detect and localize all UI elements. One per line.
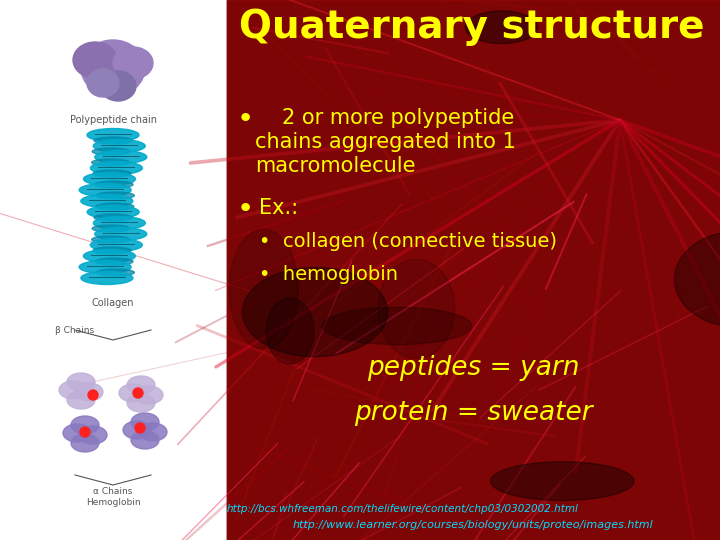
- Ellipse shape: [91, 159, 130, 166]
- Ellipse shape: [95, 181, 133, 188]
- Ellipse shape: [135, 386, 163, 404]
- Ellipse shape: [94, 137, 132, 144]
- Text: 2 or more polypeptide: 2 or more polypeptide: [282, 108, 514, 128]
- Ellipse shape: [73, 42, 117, 78]
- Ellipse shape: [92, 225, 130, 232]
- Bar: [0, 0, 227, 540]
- Ellipse shape: [95, 258, 133, 265]
- Text: peptides = yarn: peptides = yarn: [367, 355, 580, 381]
- Ellipse shape: [123, 421, 151, 439]
- Text: macromolecule: macromolecule: [255, 156, 415, 176]
- Text: •: •: [237, 105, 254, 133]
- Ellipse shape: [119, 384, 147, 402]
- Ellipse shape: [266, 298, 314, 364]
- Bar: [227, 0, 720, 540]
- Ellipse shape: [71, 416, 99, 434]
- Ellipse shape: [675, 231, 720, 327]
- Ellipse shape: [95, 151, 147, 164]
- Ellipse shape: [92, 148, 130, 155]
- Ellipse shape: [81, 194, 132, 207]
- Ellipse shape: [90, 239, 143, 252]
- Ellipse shape: [79, 184, 131, 197]
- Ellipse shape: [79, 426, 107, 444]
- Text: Polypeptide chain: Polypeptide chain: [70, 115, 156, 125]
- Text: http://bcs.whfreeman.com/thelifewire/content/chp03/0302002.html: http://bcs.whfreeman.com/thelifewire/con…: [227, 504, 579, 514]
- Ellipse shape: [94, 139, 145, 152]
- Circle shape: [135, 423, 145, 433]
- Ellipse shape: [87, 129, 139, 141]
- Ellipse shape: [87, 69, 119, 97]
- Ellipse shape: [81, 272, 133, 285]
- Bar: [227, 0, 720, 540]
- Ellipse shape: [91, 236, 130, 243]
- Ellipse shape: [127, 376, 155, 394]
- Ellipse shape: [94, 217, 145, 230]
- Ellipse shape: [59, 381, 87, 399]
- Text: chains aggregated into 1: chains aggregated into 1: [255, 132, 516, 152]
- Ellipse shape: [87, 206, 139, 219]
- Bar: [227, 0, 720, 540]
- Ellipse shape: [100, 71, 136, 101]
- Ellipse shape: [378, 259, 455, 359]
- Ellipse shape: [96, 269, 135, 276]
- Text: http://www.learner.org/courses/biology/units/proteo/images.html: http://www.learner.org/courses/biology/u…: [293, 520, 654, 530]
- Ellipse shape: [131, 431, 159, 449]
- Ellipse shape: [81, 40, 145, 96]
- Ellipse shape: [84, 249, 135, 262]
- Text: •  hemoglobin: • hemoglobin: [258, 265, 397, 284]
- Ellipse shape: [93, 170, 131, 177]
- Circle shape: [133, 388, 143, 398]
- Ellipse shape: [95, 227, 147, 240]
- Ellipse shape: [490, 462, 634, 501]
- Bar: [227, 0, 720, 540]
- Ellipse shape: [96, 203, 134, 210]
- Ellipse shape: [79, 260, 131, 273]
- Ellipse shape: [75, 383, 103, 401]
- Ellipse shape: [127, 394, 155, 412]
- Ellipse shape: [96, 192, 135, 199]
- Ellipse shape: [91, 161, 143, 174]
- Circle shape: [88, 390, 98, 400]
- Text: Quaternary structure: Quaternary structure: [239, 8, 704, 46]
- Ellipse shape: [113, 47, 153, 79]
- Ellipse shape: [139, 423, 167, 441]
- Ellipse shape: [465, 11, 538, 44]
- Text: Ex.:: Ex.:: [258, 198, 298, 218]
- Circle shape: [80, 427, 90, 437]
- Ellipse shape: [131, 413, 159, 431]
- Text: α Chains
Hemoglobin: α Chains Hemoglobin: [86, 487, 140, 507]
- Ellipse shape: [229, 229, 298, 349]
- Ellipse shape: [67, 391, 95, 409]
- Ellipse shape: [71, 434, 99, 452]
- Ellipse shape: [243, 267, 387, 357]
- Ellipse shape: [94, 214, 132, 221]
- Ellipse shape: [67, 373, 95, 391]
- Ellipse shape: [323, 307, 472, 345]
- Ellipse shape: [63, 424, 91, 442]
- Text: β Chains: β Chains: [55, 326, 94, 335]
- Text: Collagen: Collagen: [91, 298, 134, 308]
- Text: •  collagen (connective tissue): • collagen (connective tissue): [258, 232, 557, 251]
- Text: •: •: [237, 195, 254, 223]
- Text: protein = sweater: protein = sweater: [354, 400, 593, 426]
- Ellipse shape: [93, 247, 131, 254]
- Ellipse shape: [84, 172, 135, 186]
